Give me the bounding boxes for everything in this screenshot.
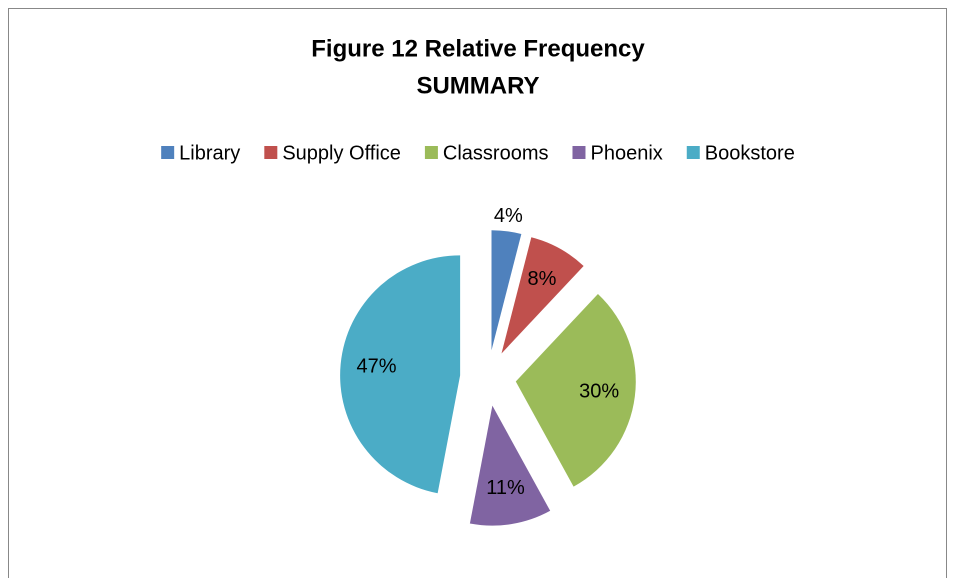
chart-title: SUMMARY bbox=[416, 72, 539, 99]
legend-label: Classrooms bbox=[443, 142, 549, 164]
legend-swatch bbox=[264, 146, 278, 159]
legend-label: Library bbox=[179, 142, 240, 164]
chart-title: Figure 12 Relative Frequency bbox=[311, 35, 645, 62]
pie-slice bbox=[515, 294, 636, 487]
legend-swatch bbox=[161, 146, 175, 159]
legend-label: Bookstore bbox=[705, 142, 795, 164]
legend-label: Phoenix bbox=[590, 142, 662, 164]
chart-frame bbox=[8, 8, 947, 578]
legend-label: Supply Office bbox=[282, 142, 401, 164]
pie-slice bbox=[340, 255, 461, 494]
pie-slice bbox=[491, 230, 522, 351]
pie-slice bbox=[469, 405, 551, 526]
data-label: 30% bbox=[579, 380, 619, 402]
data-label: 47% bbox=[356, 356, 396, 378]
data-label: 8% bbox=[528, 268, 557, 290]
legend-swatch bbox=[686, 146, 700, 159]
pie-slice bbox=[501, 237, 584, 354]
legend-swatch bbox=[424, 146, 438, 159]
data-label: 11% bbox=[486, 477, 525, 499]
legend-swatch bbox=[572, 146, 586, 159]
data-label: 4% bbox=[494, 205, 523, 227]
